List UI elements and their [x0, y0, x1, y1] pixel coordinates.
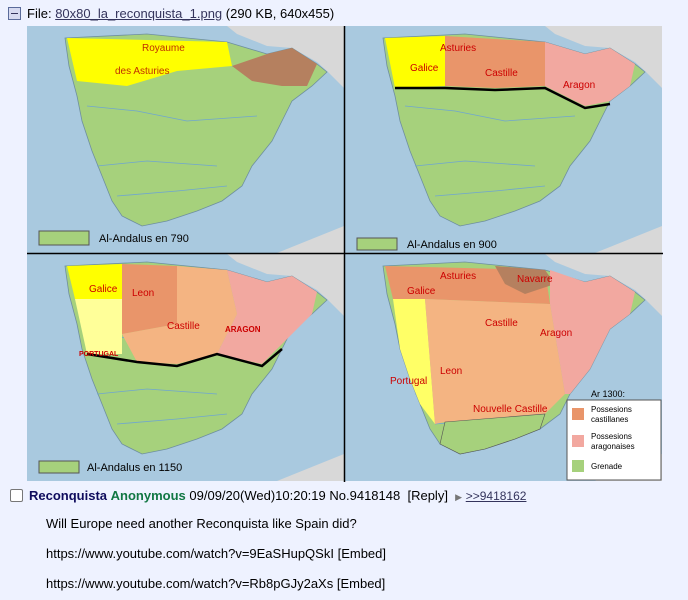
legend-item: Grenade — [591, 462, 623, 471]
map-legend: Al-Andalus en 790 — [99, 233, 189, 245]
region-label: Castille — [485, 68, 518, 79]
region-label: Leon — [132, 288, 154, 299]
region-label: Galice — [410, 63, 439, 74]
embed-link[interactable]: [Embed] — [337, 546, 386, 561]
post-checkbox[interactable] — [10, 489, 23, 502]
post-date: 09/09/20(Wed)10:20:19 — [189, 488, 326, 503]
map-panel: Royaume des Asturies Al-Andalus en 790 — [27, 26, 345, 254]
reply-link[interactable]: [Reply] — [407, 488, 448, 503]
map-legend: Al-Andalus en 900 — [407, 239, 497, 251]
legend-item: aragonaises — [591, 442, 635, 451]
legend-title: Ar 1300: — [591, 389, 625, 399]
legend-item: castillanes — [591, 415, 628, 424]
region-label: Asturies — [440, 271, 476, 282]
hide-button[interactable] — [8, 7, 21, 20]
video-url[interactable]: https://www.youtube.com/watch?v=Rb8pGJy2… — [46, 576, 334, 591]
region-label: Navarre — [517, 274, 553, 285]
region-label: ARAGON — [225, 325, 261, 334]
region-label: Aragon — [563, 80, 595, 91]
post-info: Reconquista Anonymous 09/09/20(Wed)10:20… — [10, 488, 526, 503]
menu-arrow[interactable]: ▶ — [455, 492, 463, 502]
region-label: Asturies — [440, 43, 476, 54]
post-number[interactable]: No.9418148 — [329, 488, 401, 503]
region-label: Leon — [440, 366, 462, 377]
region-label: des Asturies — [115, 66, 169, 77]
map-image[interactable]: Royaume des Asturies Al-Andalus en 790 G… — [27, 26, 663, 482]
region-label: Galice — [407, 286, 436, 297]
map-panel: Galice Leon Castille ARAGON PORTUGAL Al-… — [27, 253, 345, 482]
message-line: https://www.youtube.com/watch?v=9EaSHupQ… — [46, 546, 386, 561]
file-label: File: — [27, 6, 52, 21]
region-label: Royaume — [142, 43, 185, 54]
poster-name: Anonymous — [110, 488, 186, 503]
subject: Reconquista — [29, 488, 108, 503]
map-panel: Galice Asturies Castille Aragon Al-Andal… — [344, 26, 663, 254]
legend-item: Possesions — [591, 432, 632, 441]
region-label: Galice — [89, 284, 118, 295]
region-label: PORTUGAL — [79, 351, 119, 358]
file-info: File: 80x80_la_reconquista_1.png (290 KB… — [8, 6, 334, 21]
file-link[interactable]: 80x80_la_reconquista_1.png — [55, 6, 223, 21]
message-line: Will Europe need another Reconquista lik… — [46, 516, 357, 531]
embed-link[interactable]: [Embed] — [336, 576, 386, 591]
file-meta: (290 KB, 640x455) — [225, 6, 335, 21]
legend-item: Possesions — [591, 405, 632, 414]
backlink[interactable]: >>9418162 — [465, 489, 527, 503]
region-label: Castille — [167, 321, 200, 332]
region-label: Portugal — [390, 376, 427, 387]
map-legend: Al-Andalus en 1150 — [87, 462, 182, 474]
video-url[interactable]: https://www.youtube.com/watch?v=9EaSHupQ… — [46, 546, 334, 561]
region-label: Castille — [485, 318, 518, 329]
region-label: Nouvelle Castille — [473, 404, 548, 415]
map-panel: Asturies Galice Navarre Castille Aragon … — [344, 253, 663, 482]
region-label: Aragon — [540, 328, 572, 339]
message-line: https://www.youtube.com/watch?v=Rb8pGJy2… — [46, 576, 385, 591]
